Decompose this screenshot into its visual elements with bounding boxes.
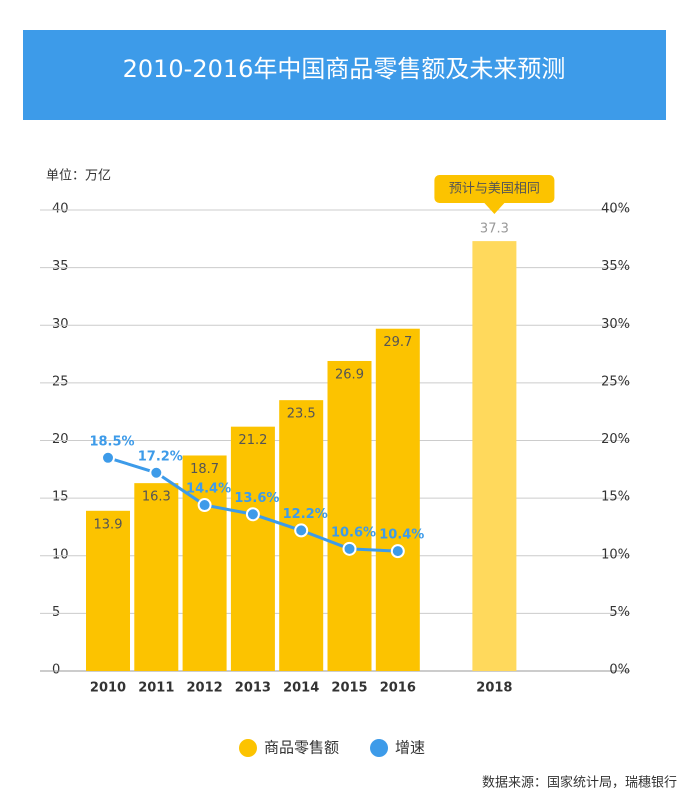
- y-tick-label: 40: [52, 202, 69, 217]
- annotation-box: [434, 175, 555, 203]
- bar-value-label: 16.3: [142, 490, 171, 505]
- bar-value-label: 29.7: [383, 335, 412, 350]
- line-point: [294, 523, 309, 538]
- title-banner: [23, 30, 666, 120]
- y2-tick-label: 10%: [601, 547, 630, 562]
- x-tick-label: 2014: [283, 681, 319, 696]
- line-value-label: 13.6%: [234, 491, 279, 506]
- bar-value-label: 21.2: [238, 433, 267, 448]
- line-point: [390, 544, 405, 559]
- y-tick-label: 0: [52, 663, 60, 678]
- line-point: [342, 541, 357, 556]
- bar: [472, 241, 517, 671]
- y-tick-label: 5: [52, 605, 60, 620]
- x-tick-label: 2018: [476, 681, 512, 696]
- bar: [182, 455, 227, 671]
- y-tick-label: 25: [52, 374, 69, 389]
- line-value-label: 10.4%: [379, 528, 424, 543]
- y2-tick-label: 30%: [601, 317, 630, 332]
- y-tick-label: 30: [52, 317, 69, 332]
- source: 数据来源：国家统计局，瑞穗银行: [482, 775, 677, 791]
- y2-tick-label: 20%: [601, 432, 630, 447]
- y-tick-label: 20: [52, 432, 69, 447]
- y2-tick-label: 15%: [601, 490, 630, 505]
- y-tick-label: 35: [52, 259, 69, 274]
- y-tick-label: 15: [52, 490, 69, 505]
- line-value-label: 10.6%: [331, 525, 376, 540]
- legend-label: 商品零售额: [264, 739, 339, 757]
- x-tick-label: 2016: [380, 681, 416, 696]
- x-tick-label: 2015: [331, 681, 367, 696]
- line-point: [101, 450, 115, 465]
- y2-tick-label: 25%: [601, 374, 630, 389]
- line-point: [245, 507, 260, 522]
- y2-tick-label: 40%: [601, 202, 630, 217]
- legend-label: 增速: [395, 739, 425, 757]
- line-point: [197, 498, 212, 513]
- bar: [86, 510, 130, 671]
- y2-tick-label: 5%: [609, 605, 630, 620]
- line-point: [149, 465, 164, 480]
- y2-tick-label: 35%: [601, 259, 630, 274]
- annotation-pointer: [484, 203, 505, 214]
- line-value-label: 14.4%: [186, 482, 231, 497]
- y-tick-label: 10: [52, 547, 69, 562]
- bar: [375, 328, 420, 671]
- line-value-label: 12.2%: [283, 507, 328, 522]
- chart-title: 2010-2016年中国商品零售额及未来预测: [123, 55, 566, 83]
- legend-swatch: [370, 739, 389, 757]
- legend-swatch: [239, 739, 257, 757]
- x-tick-label: 2010: [90, 681, 126, 696]
- line-value-label: 17.2%: [138, 449, 183, 464]
- bar-value-label: 26.9: [335, 367, 364, 382]
- unit-label: 单位：万亿: [46, 169, 111, 184]
- bar-value-label: 37.3: [480, 222, 509, 237]
- y2-tick-label: 0%: [609, 663, 630, 678]
- x-tick-label: 2013: [235, 681, 271, 696]
- x-tick-label: 2011: [138, 681, 174, 696]
- bar-value-label: 23.5: [287, 407, 316, 422]
- bar: [134, 483, 179, 671]
- bar: [230, 426, 275, 671]
- line-value-label: 18.5%: [89, 434, 134, 449]
- bar-value-label: 13.9: [94, 517, 123, 532]
- bar-value-label: 18.7: [190, 462, 219, 477]
- x-tick-label: 2012: [187, 681, 223, 696]
- bar: [327, 360, 372, 671]
- annotation: 预计与美国相同: [449, 182, 540, 197]
